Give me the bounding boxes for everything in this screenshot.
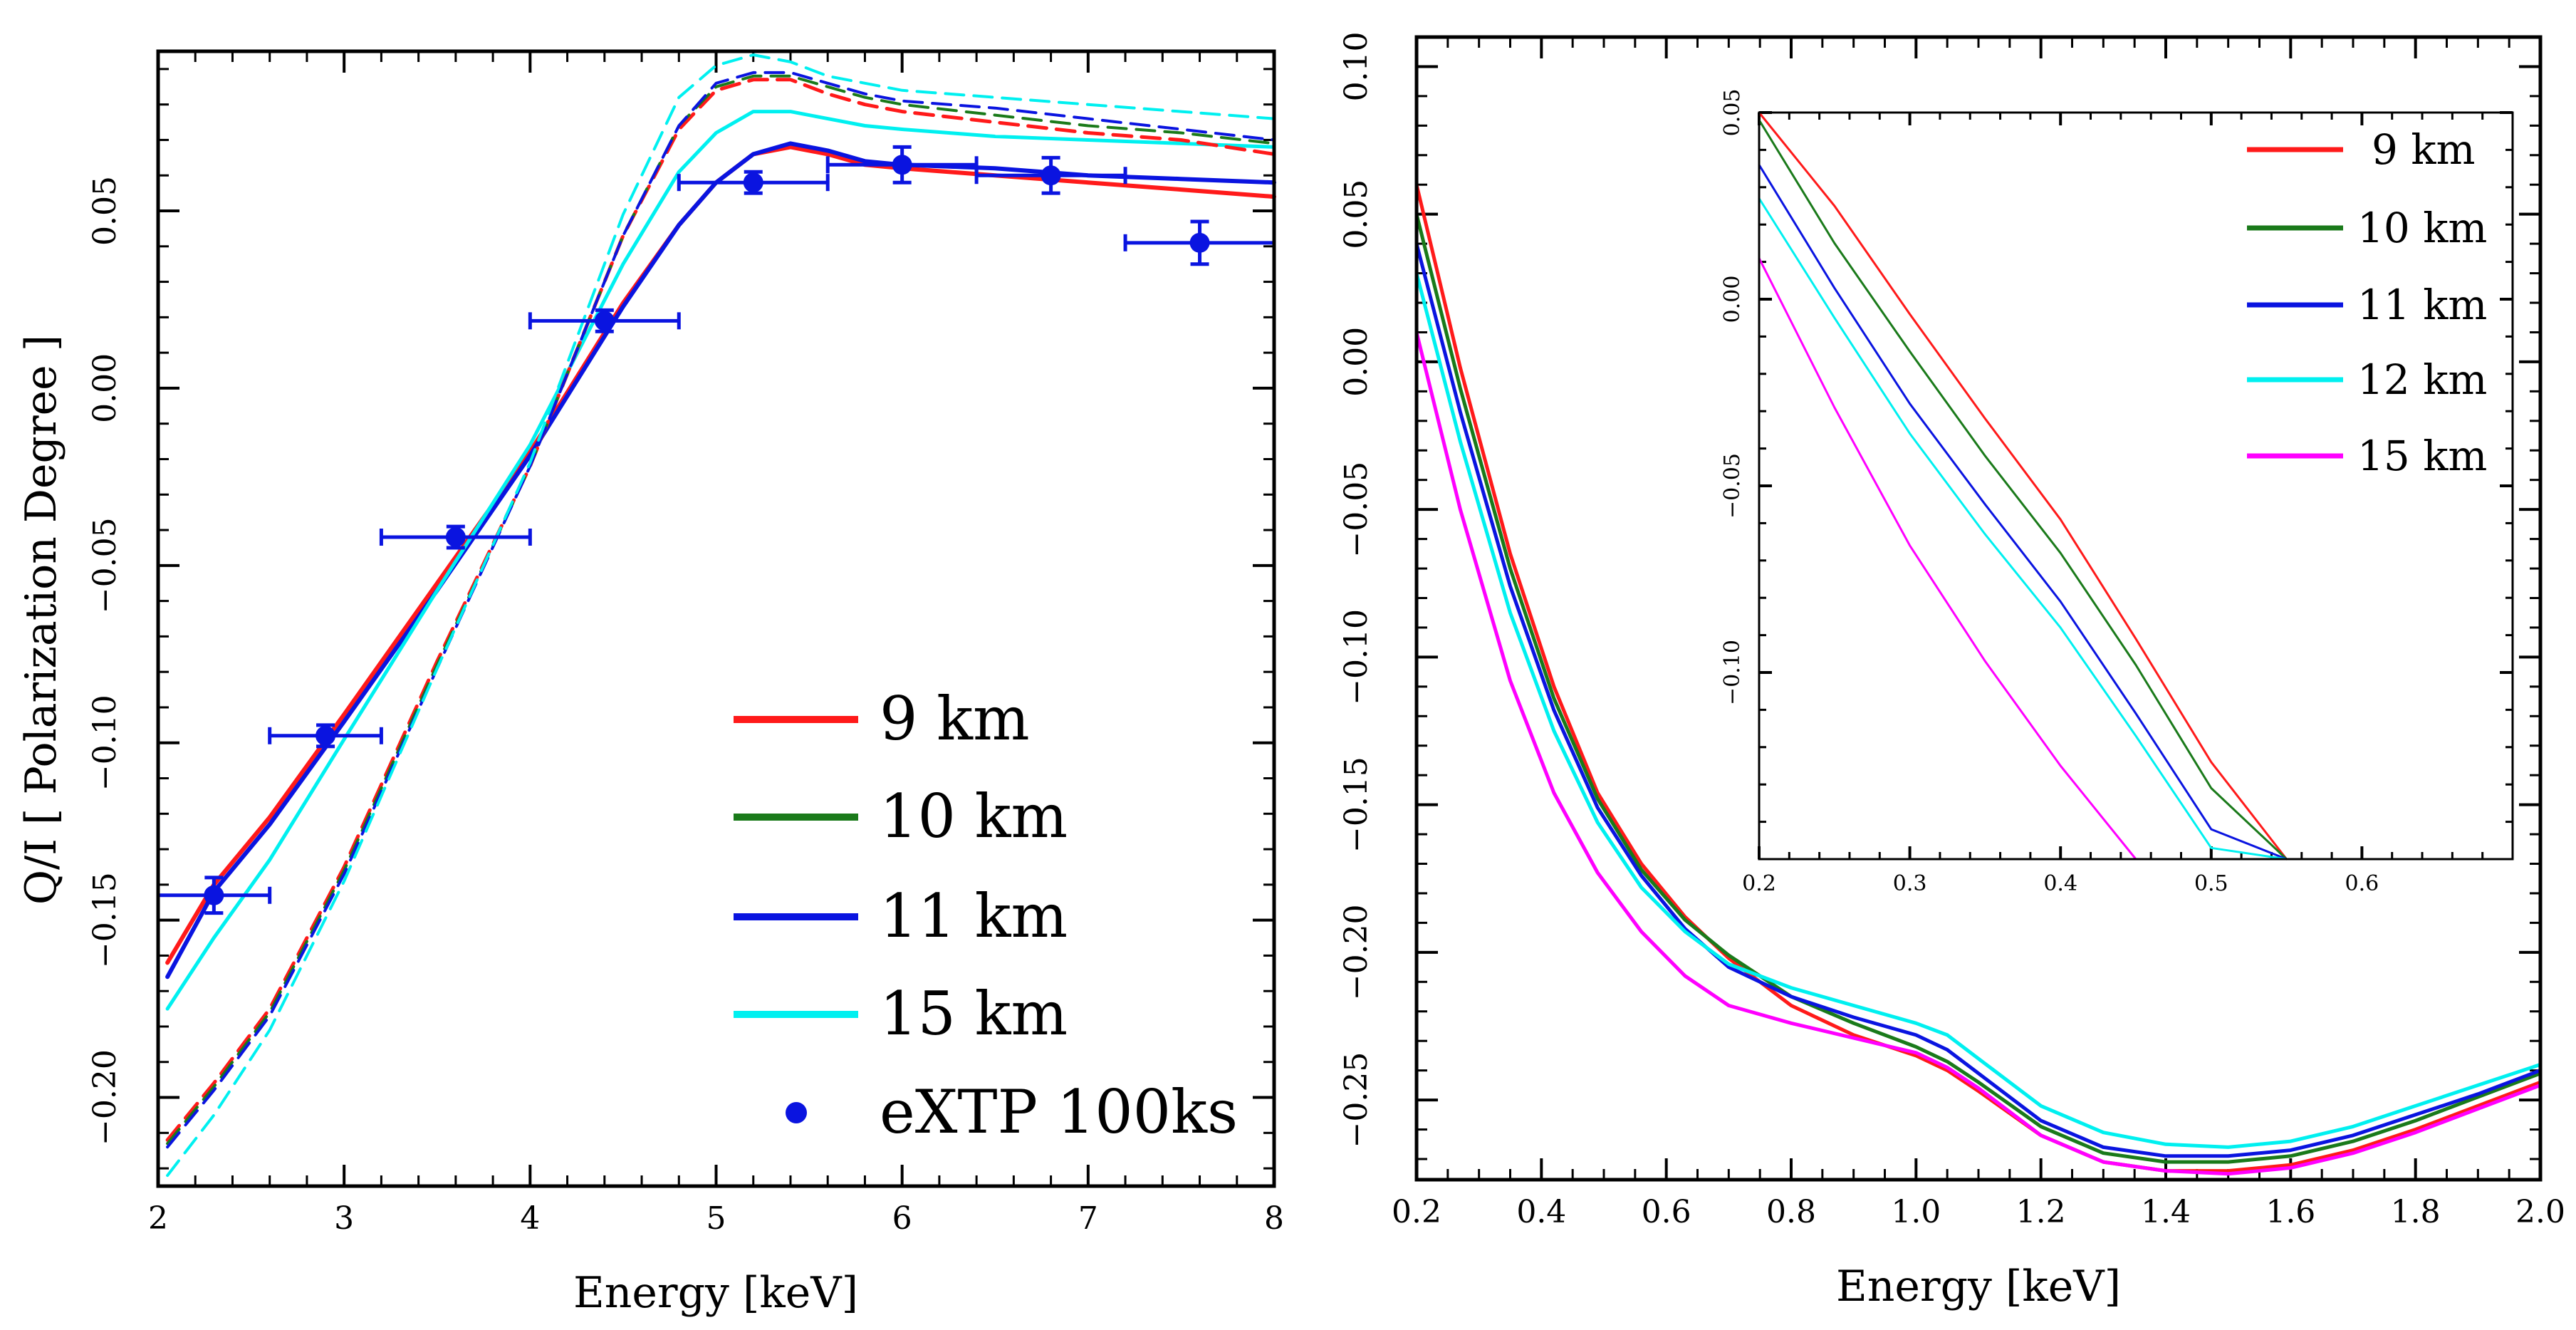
inset-series-10-km	[1758, 119, 2288, 861]
left-x-tick-label: 7	[1078, 1200, 1098, 1237]
left-series-9-km-dashed	[165, 78, 1276, 1142]
extp-marker	[1189, 232, 1210, 253]
right-series	[1414, 182, 2543, 1176]
right-x-tick-label: 1.4	[2141, 1194, 2191, 1230]
right-x-tick-label: 1.6	[2265, 1194, 2315, 1230]
right-panel: 0.2 0.4 0.6 0.8 1.0 1.2 1.4 1.6 1.8 2.00.100.050.…	[1338, 31, 2565, 1311]
left-x-tick-label: 6	[892, 1200, 912, 1237]
right-x-tick-label: 1.2	[2016, 1194, 2066, 1230]
right-series-12-km	[1414, 271, 2543, 1149]
right-x-tick-label: 0.6	[1642, 1194, 1691, 1230]
left-plot-frame	[156, 49, 1276, 1188]
left-y-tick-label: −0.15	[87, 872, 123, 968]
right-x-axis-label: Energy [keV]	[1836, 1262, 2121, 1311]
extp-data-point	[528, 308, 681, 333]
extp-marker	[316, 725, 336, 746]
inset-legend: 9 km 10 km 11 km 12 km 15 km	[2247, 125, 2487, 480]
extp-marker	[743, 172, 763, 193]
left-legend-marker-extp	[786, 1102, 807, 1123]
extp-marker	[594, 311, 615, 331]
left-x-tick-label: 5	[706, 1200, 726, 1237]
left-data-points	[156, 145, 1276, 915]
left-y-tick-label: −0.05	[87, 517, 123, 613]
inset-tick-labels: 0.2 0.3 0.4 0.5 0.6 0.05 0.00 −0.05 −0.10	[1720, 89, 2379, 896]
inset-plot-frame	[1758, 111, 2514, 861]
left-y-tick-label: −0.10	[87, 695, 123, 791]
left-legend-label-extp: eXTP 100ks	[880, 1077, 1238, 1147]
right-x-tick-label: 2.0	[2515, 1194, 2565, 1230]
extp-marker	[892, 155, 912, 175]
right-plot-frame	[1414, 35, 2543, 1182]
inset-x-tick-label: 0.6	[2345, 871, 2379, 896]
inset-x-tick-label: 0.3	[1893, 871, 1927, 896]
left-legend-label-9km: 9 km	[880, 684, 1030, 754]
inset-legend-label-12km: 12 km	[2357, 355, 2487, 404]
right-y-tick-label: −0.20	[1338, 904, 1375, 1000]
left-legend: 9 km 10 km 11 km 15 km eXTP 100ks	[734, 684, 1238, 1147]
right-y-tick-label: 0.00	[1338, 327, 1375, 397]
right-x-tick-label: 1.8	[2391, 1194, 2441, 1230]
inset-series-11-km	[1758, 163, 2288, 861]
left-series-11-km-dashed	[166, 71, 1276, 1149]
left-tick-labels: 2 3 4 5 6 7 8 −0.20 −0.15 −0.10 −0.05 0.00 0.05	[87, 176, 1284, 1237]
right-x-tick-label: 0.4	[1516, 1194, 1566, 1230]
right-series-11-km	[1414, 241, 2543, 1158]
left-series-15-km-dashed	[166, 53, 1276, 1178]
inset-legend-label-10km: 10 km	[2357, 204, 2487, 252]
inset-series-12-km	[1758, 197, 2288, 861]
left-x-tick-label: 3	[334, 1200, 354, 1237]
left-legend-label-11km: 11 km	[880, 881, 1068, 951]
left-y-tick-label: 0.00	[87, 353, 123, 423]
left-series-10-km-dashed	[166, 74, 1276, 1145]
left-y-axis-label: Q/I [ Polarization Degree ]	[16, 335, 66, 905]
right-series-15-km	[1414, 331, 2543, 1176]
right-series-9-km	[1414, 182, 2543, 1173]
extp-data-point	[677, 170, 830, 195]
right-y-tick-label: −0.25	[1338, 1052, 1375, 1148]
right-tick-labels: 0.2 0.4 0.6 0.8 1.0 1.2 1.4 1.6 1.8 2.00.100.050.…	[1338, 31, 2565, 1230]
left-x-axis-label: Energy [keV]	[573, 1268, 858, 1318]
extp-marker	[445, 527, 466, 548]
right-y-tick-label: −0.10	[1338, 609, 1375, 705]
inset-series-9-km	[1758, 111, 2288, 861]
inset-y-tick-label: −0.10	[1720, 640, 1745, 705]
inset-y-tick-label: 0.05	[1720, 89, 1745, 137]
extp-data-point	[379, 524, 532, 550]
inset-x-tick-label: 0.4	[2043, 871, 2077, 896]
inset-x-tick-label: 0.2	[1742, 871, 1776, 896]
extp-data-point	[268, 723, 383, 749]
left-plot-area	[158, 51, 1274, 1186]
inset-legend-label-15km: 15 km	[2357, 432, 2487, 480]
inset-legend-label-9km: 9 km	[2372, 125, 2475, 174]
extp-data-point	[825, 145, 979, 185]
right-series-10-km	[1414, 212, 2543, 1164]
right-x-tick-label: 0.8	[1766, 1194, 1816, 1230]
left-legend-label-10km: 10 km	[880, 781, 1068, 851]
left-y-tick-label: 0.05	[87, 176, 123, 246]
left-x-tick-label: 4	[520, 1200, 540, 1237]
inset-x-tick-label: 0.5	[2194, 871, 2228, 896]
inset-y-tick-label: 0.00	[1720, 276, 1745, 323]
left-series-15-km-solid	[165, 110, 1276, 1011]
left-x-tick-label: 2	[148, 1200, 168, 1237]
right-x-tick-label: 0.2	[1392, 1194, 1441, 1230]
extp-marker	[204, 885, 224, 905]
extp-data-point	[156, 876, 272, 915]
extp-data-point	[974, 155, 1127, 195]
right-y-tick-label: −0.05	[1338, 462, 1375, 558]
inset-y-tick-label: −0.05	[1720, 453, 1745, 519]
left-x-tick-label: 8	[1264, 1200, 1284, 1237]
left-legend-label-15km: 15 km	[880, 979, 1068, 1049]
inset-legend-label-11km: 11 km	[2357, 281, 2487, 329]
left-panel: 2 3 4 5 6 7 8 −0.20 −0.15 −0.10 −0.05 0.00 0.05 9 km…	[16, 49, 1284, 1318]
right-y-tick-label: 0.10	[1338, 31, 1375, 101]
right-y-tick-label: −0.15	[1338, 757, 1375, 853]
right-x-tick-label: 1.0	[1891, 1194, 1941, 1230]
right-y-tick-label: 0.05	[1338, 180, 1375, 249]
inset-chart: 0.2 0.3 0.4 0.5 0.6 0.05 0.00 −0.05 −0.10 9 km 1…	[1720, 89, 2514, 896]
extp-marker	[1041, 165, 1061, 186]
left-y-tick-label: −0.20	[87, 1049, 123, 1145]
